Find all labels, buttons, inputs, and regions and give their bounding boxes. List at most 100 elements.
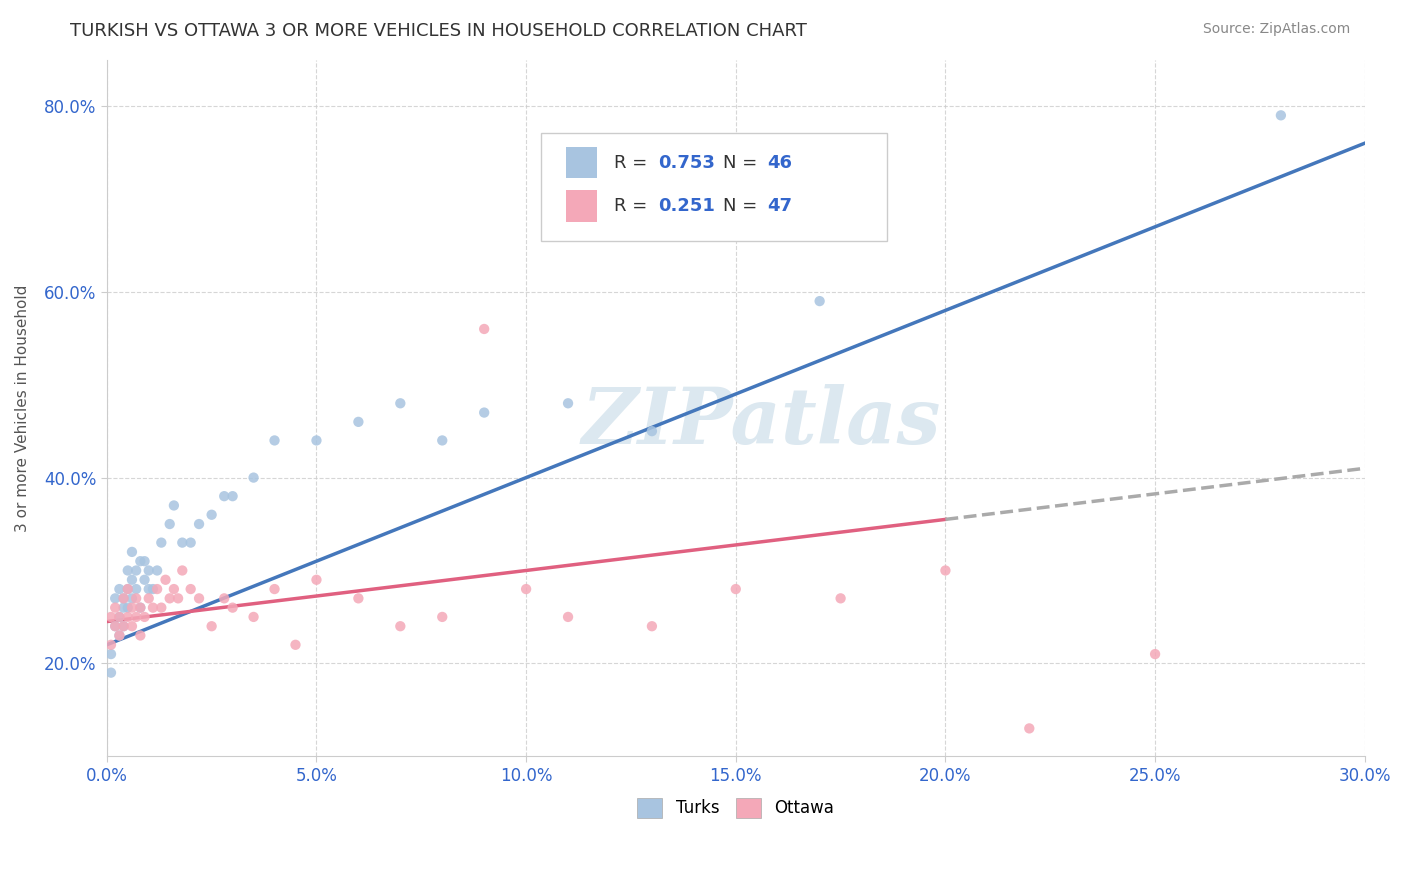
Point <box>104 600 127 615</box>
Point <box>134 573 156 587</box>
Point <box>104 619 127 633</box>
Point <box>100 647 122 661</box>
Point <box>100 638 122 652</box>
Point <box>121 545 143 559</box>
Point <box>284 638 307 652</box>
Point <box>389 619 412 633</box>
Text: 0.753: 0.753 <box>658 153 714 171</box>
Point <box>146 582 169 596</box>
Point <box>117 610 139 624</box>
Point <box>1018 722 1040 736</box>
Point <box>808 294 831 309</box>
Text: 46: 46 <box>768 153 792 171</box>
Point <box>104 619 127 633</box>
Point <box>117 600 139 615</box>
Point <box>134 554 156 568</box>
Text: 47: 47 <box>768 197 792 215</box>
Point <box>515 582 537 596</box>
Point <box>108 628 131 642</box>
Point <box>129 554 152 568</box>
Point <box>221 489 243 503</box>
Point <box>432 610 454 624</box>
Point <box>146 564 169 578</box>
Point <box>180 535 202 549</box>
Point <box>472 322 495 336</box>
Point <box>112 619 135 633</box>
Point <box>347 591 370 606</box>
Point <box>125 582 148 596</box>
Point <box>108 610 131 624</box>
Point <box>641 619 664 633</box>
Point <box>142 582 165 596</box>
Point <box>134 610 156 624</box>
Point <box>129 628 152 642</box>
Point <box>830 591 852 606</box>
Point <box>472 406 495 420</box>
Point <box>172 535 194 549</box>
Point <box>557 396 579 410</box>
Point <box>112 600 135 615</box>
Point <box>242 610 264 624</box>
Point <box>159 591 181 606</box>
Text: TURKISH VS OTTAWA 3 OR MORE VEHICLES IN HOUSEHOLD CORRELATION CHART: TURKISH VS OTTAWA 3 OR MORE VEHICLES IN … <box>70 22 807 40</box>
Y-axis label: 3 or more Vehicles in Household: 3 or more Vehicles in Household <box>15 285 30 532</box>
FancyBboxPatch shape <box>541 133 887 241</box>
Point <box>167 591 190 606</box>
Point <box>188 591 211 606</box>
Point <box>155 573 177 587</box>
Point <box>180 582 202 596</box>
Text: Source: ZipAtlas.com: Source: ZipAtlas.com <box>1202 22 1350 37</box>
Point <box>112 591 135 606</box>
Point <box>108 582 131 596</box>
Point <box>201 619 224 633</box>
Point <box>1270 108 1292 122</box>
Point <box>150 535 173 549</box>
Point <box>159 516 181 531</box>
FancyBboxPatch shape <box>567 190 598 221</box>
Point <box>1144 647 1167 661</box>
Point <box>112 619 135 633</box>
Point <box>100 610 122 624</box>
Point <box>163 499 186 513</box>
Point <box>305 434 328 448</box>
Point <box>117 582 139 596</box>
Point <box>641 424 664 438</box>
Point <box>305 573 328 587</box>
Point <box>121 591 143 606</box>
Point <box>934 564 956 578</box>
Point <box>138 582 160 596</box>
Point <box>125 610 148 624</box>
Point <box>242 470 264 484</box>
Point <box>557 610 579 624</box>
Point <box>108 610 131 624</box>
Text: R =: R = <box>614 153 652 171</box>
Point <box>100 665 122 680</box>
Point <box>125 564 148 578</box>
Point <box>138 591 160 606</box>
Text: ZIPatlas: ZIPatlas <box>581 384 941 460</box>
Point <box>108 628 131 642</box>
Point <box>112 591 135 606</box>
Point <box>212 591 235 606</box>
Point <box>142 600 165 615</box>
Point <box>163 582 186 596</box>
Text: R =: R = <box>614 197 652 215</box>
Point <box>125 591 148 606</box>
Point <box>201 508 224 522</box>
Point <box>121 573 143 587</box>
Text: 0.251: 0.251 <box>658 197 714 215</box>
Text: N =: N = <box>723 153 763 171</box>
Point <box>432 434 454 448</box>
Point <box>263 582 285 596</box>
Point <box>121 619 143 633</box>
Point <box>117 564 139 578</box>
Point <box>138 564 160 578</box>
Text: N =: N = <box>723 197 763 215</box>
Point <box>129 600 152 615</box>
Point <box>347 415 370 429</box>
Point <box>104 591 127 606</box>
Legend: Turks, Ottawa: Turks, Ottawa <box>631 791 841 824</box>
Point <box>263 434 285 448</box>
Point <box>212 489 235 503</box>
Point <box>724 582 747 596</box>
